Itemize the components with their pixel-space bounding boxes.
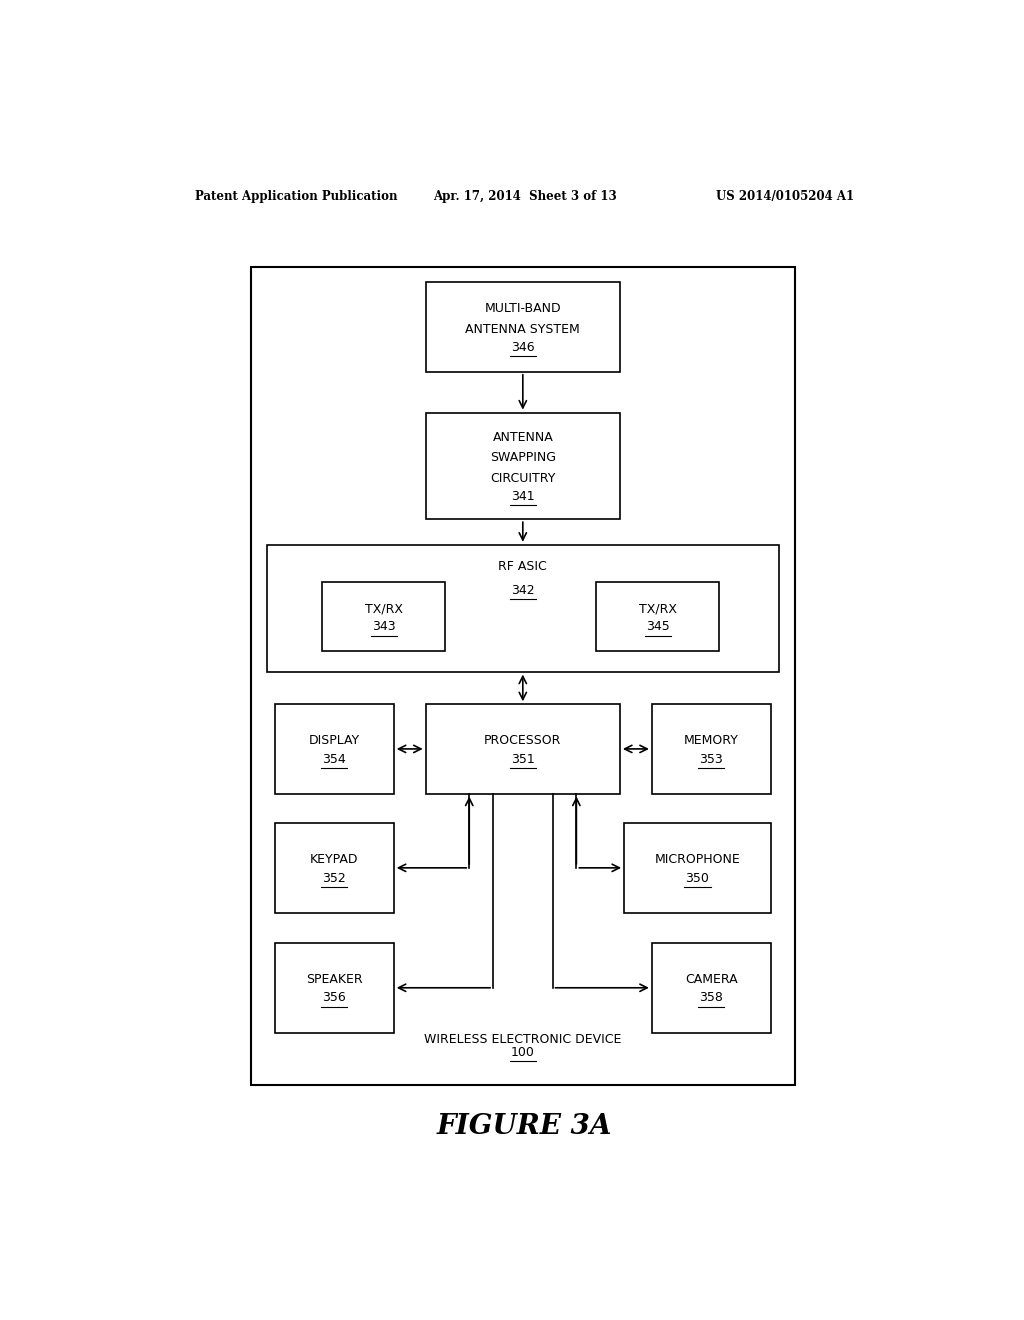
Text: MULTI-BAND: MULTI-BAND	[484, 302, 561, 315]
Bar	[624, 824, 771, 912]
Text: 356: 356	[323, 991, 346, 1005]
Bar	[426, 282, 621, 372]
Text: US 2014/0105204 A1: US 2014/0105204 A1	[716, 190, 854, 202]
Text: 343: 343	[372, 620, 395, 634]
Text: MEMORY: MEMORY	[684, 734, 738, 747]
Text: PROCESSOR: PROCESSOR	[484, 734, 561, 747]
Bar	[274, 942, 394, 1032]
Text: CAMERA: CAMERA	[685, 973, 737, 986]
Text: 350: 350	[685, 871, 710, 884]
Text: 346: 346	[511, 341, 535, 354]
Text: SPEAKER: SPEAKER	[306, 973, 362, 986]
Bar	[596, 582, 719, 651]
Text: 351: 351	[511, 752, 535, 766]
Text: ANTENNA SYSTEM: ANTENNA SYSTEM	[466, 322, 581, 335]
Bar	[251, 267, 795, 1085]
Text: FIGURE 3A: FIGURE 3A	[437, 1113, 612, 1139]
Text: 358: 358	[699, 991, 723, 1005]
Text: CIRCUITRY: CIRCUITRY	[490, 471, 555, 484]
Text: DISPLAY: DISPLAY	[309, 734, 359, 747]
Text: TX/RX: TX/RX	[365, 602, 402, 615]
Text: TX/RX: TX/RX	[639, 602, 677, 615]
Text: 345: 345	[646, 620, 670, 634]
Text: RF ASIC: RF ASIC	[499, 561, 547, 573]
Text: Patent Application Publication: Patent Application Publication	[196, 190, 398, 202]
Text: 352: 352	[323, 871, 346, 884]
Text: 341: 341	[511, 490, 535, 503]
Text: KEYPAD: KEYPAD	[310, 853, 358, 866]
Bar	[274, 824, 394, 912]
Text: Apr. 17, 2014  Sheet 3 of 13: Apr. 17, 2014 Sheet 3 of 13	[433, 190, 616, 202]
Text: 354: 354	[323, 752, 346, 766]
Bar	[652, 704, 771, 793]
Text: WIRELESS ELECTRONIC DEVICE: WIRELESS ELECTRONIC DEVICE	[424, 1034, 622, 1047]
Text: ANTENNA: ANTENNA	[493, 430, 553, 444]
Bar	[426, 412, 621, 519]
Text: 100: 100	[511, 1047, 535, 1060]
Text: 353: 353	[699, 752, 723, 766]
Bar	[323, 582, 445, 651]
Bar	[274, 704, 394, 793]
Text: MICROPHONE: MICROPHONE	[654, 853, 740, 866]
Bar	[652, 942, 771, 1032]
Bar	[267, 545, 778, 672]
Text: SWAPPING: SWAPPING	[489, 451, 556, 465]
Bar	[426, 704, 621, 793]
Text: 342: 342	[511, 583, 535, 597]
